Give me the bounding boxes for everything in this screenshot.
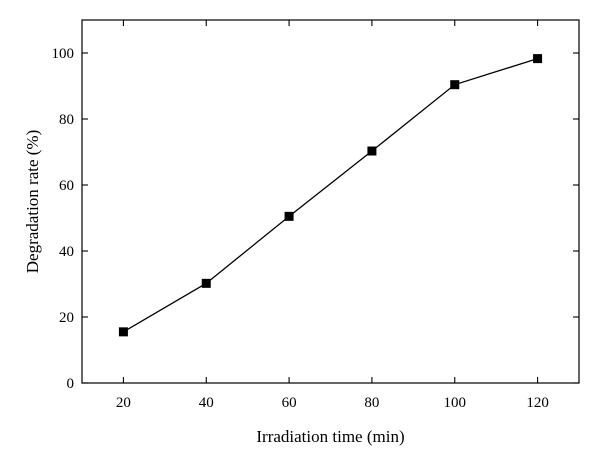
x-tick-label: 100 — [444, 395, 467, 411]
data-point-marker — [201, 278, 211, 288]
plot-frame-rect — [81, 19, 580, 384]
x-tick-label: 40 — [199, 395, 214, 411]
y-axis-ticks: 0 20 40 60 80 100 — [52, 46, 579, 392]
data-point-marker — [450, 80, 460, 90]
y-tick-label: 40 — [59, 244, 74, 260]
x-tick-label: 60 — [282, 395, 297, 411]
y-tick-label: 0 — [67, 376, 75, 392]
plot-frame — [81, 19, 580, 384]
x-tick-label: 80 — [364, 395, 379, 411]
y-tick-label: 20 — [59, 310, 74, 326]
y-tick-label: 60 — [59, 178, 74, 194]
data-point-marker — [367, 146, 377, 156]
y-tick-label: 80 — [59, 112, 74, 128]
series-layer — [118, 54, 543, 337]
data-point-marker — [284, 211, 294, 221]
data-point-marker — [118, 327, 128, 337]
series-line — [123, 57, 538, 333]
y-axis-title: Degradation rate (%) — [23, 130, 42, 273]
x-axis-title: Irradiation time (min) — [256, 427, 404, 446]
x-tick-label: 120 — [526, 395, 549, 411]
x-axis-ticks: 20 40 60 80 100 120 — [116, 20, 549, 411]
x-tick-label: 20 — [116, 395, 131, 411]
y-tick-label: 100 — [52, 46, 75, 62]
data-point-marker — [533, 54, 543, 64]
